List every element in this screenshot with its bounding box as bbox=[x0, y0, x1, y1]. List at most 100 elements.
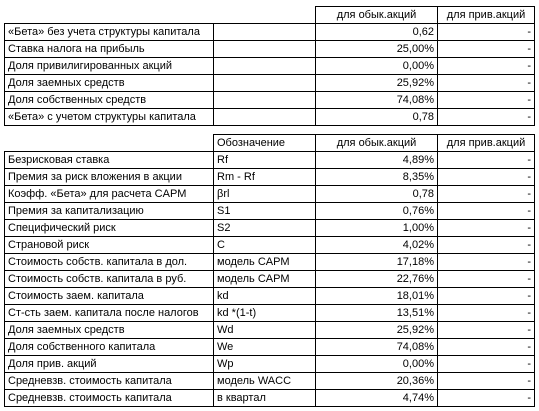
preferred-value-cell[interactable]: - bbox=[437, 74, 535, 92]
row-label-cell[interactable]: Стоимость собств. капитала в руб. bbox=[4, 270, 214, 288]
value-cell[interactable] bbox=[213, 91, 316, 109]
row-label-cell[interactable]: Доля прив. акций bbox=[4, 355, 214, 373]
symbol-cell[interactable]: Rm - Rf bbox=[213, 168, 316, 186]
preferred-value-cell[interactable]: - bbox=[437, 389, 535, 407]
preferred-value-cell[interactable]: - bbox=[437, 304, 535, 322]
preferred-value-cell[interactable]: - bbox=[437, 108, 535, 126]
table-row: Средневзв. стоимость капитала в квартал … bbox=[4, 389, 535, 407]
table-row: Доля прив. акций Wp 0,00% - bbox=[4, 355, 535, 373]
common-value-cell[interactable]: 13,51% bbox=[315, 304, 438, 322]
table-row: Доля привилигированных акций 0,00% - bbox=[4, 57, 535, 75]
beta-table-header-row: для обык.акций для прив.акций bbox=[5, 6, 535, 24]
preferred-value-cell[interactable]: - bbox=[437, 253, 535, 271]
preferred-value-cell[interactable]: - bbox=[437, 168, 535, 186]
common-value-cell[interactable]: 1,00% bbox=[315, 219, 438, 237]
symbol-cell[interactable]: Wd bbox=[213, 321, 316, 339]
header-common-shares[interactable]: для обык.акций bbox=[315, 134, 438, 152]
table-row: «Бета» с учетом структуры капитала 0,78 … bbox=[4, 108, 535, 126]
row-label-cell[interactable]: Доля заемных средств bbox=[4, 74, 214, 92]
row-label-cell[interactable]: Премия за риск вложения в акции bbox=[4, 168, 214, 186]
common-value-cell[interactable]: 74,08% bbox=[315, 91, 438, 109]
common-value-cell[interactable]: 25,92% bbox=[315, 74, 438, 92]
common-value-cell[interactable]: 20,36% bbox=[315, 372, 438, 390]
preferred-value-cell[interactable]: - bbox=[437, 185, 535, 203]
symbol-cell[interactable]: kd *(1-t) bbox=[213, 304, 316, 322]
header-empty-cell[interactable] bbox=[5, 135, 214, 152]
row-label-cell[interactable]: Средневзв. стоимость капитала bbox=[4, 372, 214, 390]
row-label-cell[interactable]: Доля заемных средств bbox=[4, 321, 214, 339]
symbol-cell[interactable]: kd bbox=[213, 287, 316, 305]
table-row: Стоимость заем. капитала kd 18,01% - bbox=[4, 287, 535, 305]
common-value-cell[interactable]: 0,00% bbox=[315, 57, 438, 75]
table-row: «Бета» без учета структуры капитала 0,62… bbox=[4, 23, 535, 41]
row-label-cell[interactable]: Стоимость заем. капитала bbox=[4, 287, 214, 305]
header-preferred-shares[interactable]: для прив.акций bbox=[437, 6, 535, 24]
common-value-cell[interactable]: 18,01% bbox=[315, 287, 438, 305]
header-empty-cell[interactable] bbox=[5, 7, 214, 24]
symbol-cell[interactable]: модель CAPM bbox=[213, 270, 316, 288]
row-label-cell[interactable]: Стоимость собств. капитала в дол. bbox=[4, 253, 214, 271]
common-value-cell[interactable]: 25,92% bbox=[315, 321, 438, 339]
common-value-cell[interactable]: 0,78 bbox=[315, 185, 438, 203]
symbol-cell[interactable]: S1 bbox=[213, 202, 316, 220]
common-value-cell[interactable]: 0,78 bbox=[315, 108, 438, 126]
header-symbol[interactable]: Обозначение bbox=[213, 134, 316, 152]
preferred-value-cell[interactable]: - bbox=[437, 151, 535, 169]
common-value-cell[interactable]: 17,18% bbox=[315, 253, 438, 271]
symbol-cell[interactable]: в квартал bbox=[213, 389, 316, 407]
common-value-cell[interactable]: 0,00% bbox=[315, 355, 438, 373]
preferred-value-cell[interactable]: - bbox=[437, 219, 535, 237]
common-value-cell[interactable]: 8,35% bbox=[315, 168, 438, 186]
preferred-value-cell[interactable]: - bbox=[437, 23, 535, 41]
common-value-cell[interactable]: 74,08% bbox=[315, 338, 438, 356]
common-value-cell[interactable]: 0,62 bbox=[315, 23, 438, 41]
preferred-value-cell[interactable]: - bbox=[437, 321, 535, 339]
symbol-cell[interactable]: модель WACC bbox=[213, 372, 316, 390]
value-cell[interactable] bbox=[213, 74, 316, 92]
header-common-shares[interactable]: для обык.акций bbox=[315, 6, 438, 24]
value-cell[interactable] bbox=[213, 108, 316, 126]
row-label-cell[interactable]: Премия за капитализацию bbox=[4, 202, 214, 220]
header-preferred-shares[interactable]: для прив.акций bbox=[437, 134, 535, 152]
symbol-cell[interactable]: C bbox=[213, 236, 316, 254]
symbol-cell[interactable]: модель CAPM bbox=[213, 253, 316, 271]
row-label-cell[interactable]: Средневзв. стоимость капитала bbox=[4, 389, 214, 407]
row-label-cell[interactable]: «Бета» без учета структуры капитала bbox=[4, 23, 214, 41]
table-row: Безрисковая ставка Rf 4,89% - bbox=[4, 151, 535, 169]
common-value-cell[interactable]: 4,89% bbox=[315, 151, 438, 169]
common-value-cell[interactable]: 4,74% bbox=[315, 389, 438, 407]
common-value-cell[interactable]: 4,02% bbox=[315, 236, 438, 254]
value-cell[interactable] bbox=[213, 40, 316, 58]
symbol-cell[interactable]: Rf bbox=[213, 151, 316, 169]
row-label-cell[interactable]: Ставка налога на прибыль bbox=[4, 40, 214, 58]
header-empty-cell[interactable] bbox=[214, 7, 316, 24]
preferred-value-cell[interactable]: - bbox=[437, 57, 535, 75]
value-cell[interactable] bbox=[213, 23, 316, 41]
row-label-cell[interactable]: Доля собственных средств bbox=[4, 91, 214, 109]
preferred-value-cell[interactable]: - bbox=[437, 372, 535, 390]
preferred-value-cell[interactable]: - bbox=[437, 287, 535, 305]
row-label-cell[interactable]: «Бета» с учетом структуры капитала bbox=[4, 108, 214, 126]
preferred-value-cell[interactable]: - bbox=[437, 270, 535, 288]
symbol-cell[interactable]: We bbox=[213, 338, 316, 356]
common-value-cell[interactable]: 25,00% bbox=[315, 40, 438, 58]
preferred-value-cell[interactable]: - bbox=[437, 91, 535, 109]
row-label-cell[interactable]: Доля привилигированных акций bbox=[4, 57, 214, 75]
preferred-value-cell[interactable]: - bbox=[437, 202, 535, 220]
row-label-cell[interactable]: Безрисковая ставка bbox=[4, 151, 214, 169]
row-label-cell[interactable]: Доля собственного капитала bbox=[4, 338, 214, 356]
common-value-cell[interactable]: 0,76% bbox=[315, 202, 438, 220]
preferred-value-cell[interactable]: - bbox=[437, 355, 535, 373]
row-label-cell[interactable]: Специфический риск bbox=[4, 219, 214, 237]
symbol-cell[interactable]: βrl bbox=[213, 185, 316, 203]
preferred-value-cell[interactable]: - bbox=[437, 236, 535, 254]
row-label-cell[interactable]: Коэфф. «Бета» для расчета CAPM bbox=[4, 185, 214, 203]
value-cell[interactable] bbox=[213, 57, 316, 75]
row-label-cell[interactable]: Страновой риск bbox=[4, 236, 214, 254]
row-label-cell[interactable]: Ст-сть заем. капитала после налогов bbox=[4, 304, 214, 322]
preferred-value-cell[interactable]: - bbox=[437, 40, 535, 58]
preferred-value-cell[interactable]: - bbox=[437, 338, 535, 356]
common-value-cell[interactable]: 22,76% bbox=[315, 270, 438, 288]
symbol-cell[interactable]: S2 bbox=[213, 219, 316, 237]
symbol-cell[interactable]: Wp bbox=[213, 355, 316, 373]
